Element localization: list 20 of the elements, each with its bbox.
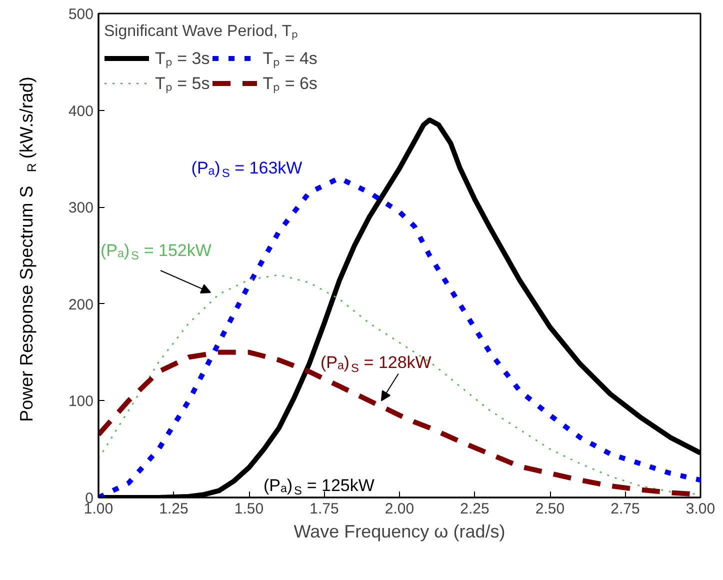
y-axis-title: Power Response Spectrum SR (kW.s/rad) — [16, 76, 39, 422]
x-tick-label: 3.00 — [686, 500, 716, 518]
legend-label: Tₚ = 4s — [262, 48, 318, 69]
x-tick-label: 1.75 — [310, 500, 339, 518]
y-tick-label: 400 — [68, 102, 94, 120]
y-tick-label: 300 — [68, 200, 94, 217]
legend-label: Tₚ = 3s — [155, 48, 210, 69]
x-tick-label: 2.50 — [535, 500, 565, 518]
legend-label: Tₚ = 5s — [155, 73, 210, 94]
x-axis-title: Wave Frequency ω (rad/s) — [294, 522, 506, 542]
x-tick-label: 1.25 — [159, 500, 188, 518]
x-tick-label: 2.75 — [610, 500, 640, 518]
legend-label: Tₚ = 6s — [262, 73, 318, 94]
x-tick-label: 2.25 — [460, 500, 490, 518]
x-tick-label: 2.00 — [384, 500, 414, 518]
x-tick-label: 1.50 — [234, 500, 264, 518]
legend-title: Significant Wave Period, Tₚ — [104, 22, 299, 41]
y-tick-label: 200 — [68, 296, 94, 314]
y-tick-label: 500 — [68, 6, 94, 23]
y-tick-label: 100 — [68, 393, 94, 410]
